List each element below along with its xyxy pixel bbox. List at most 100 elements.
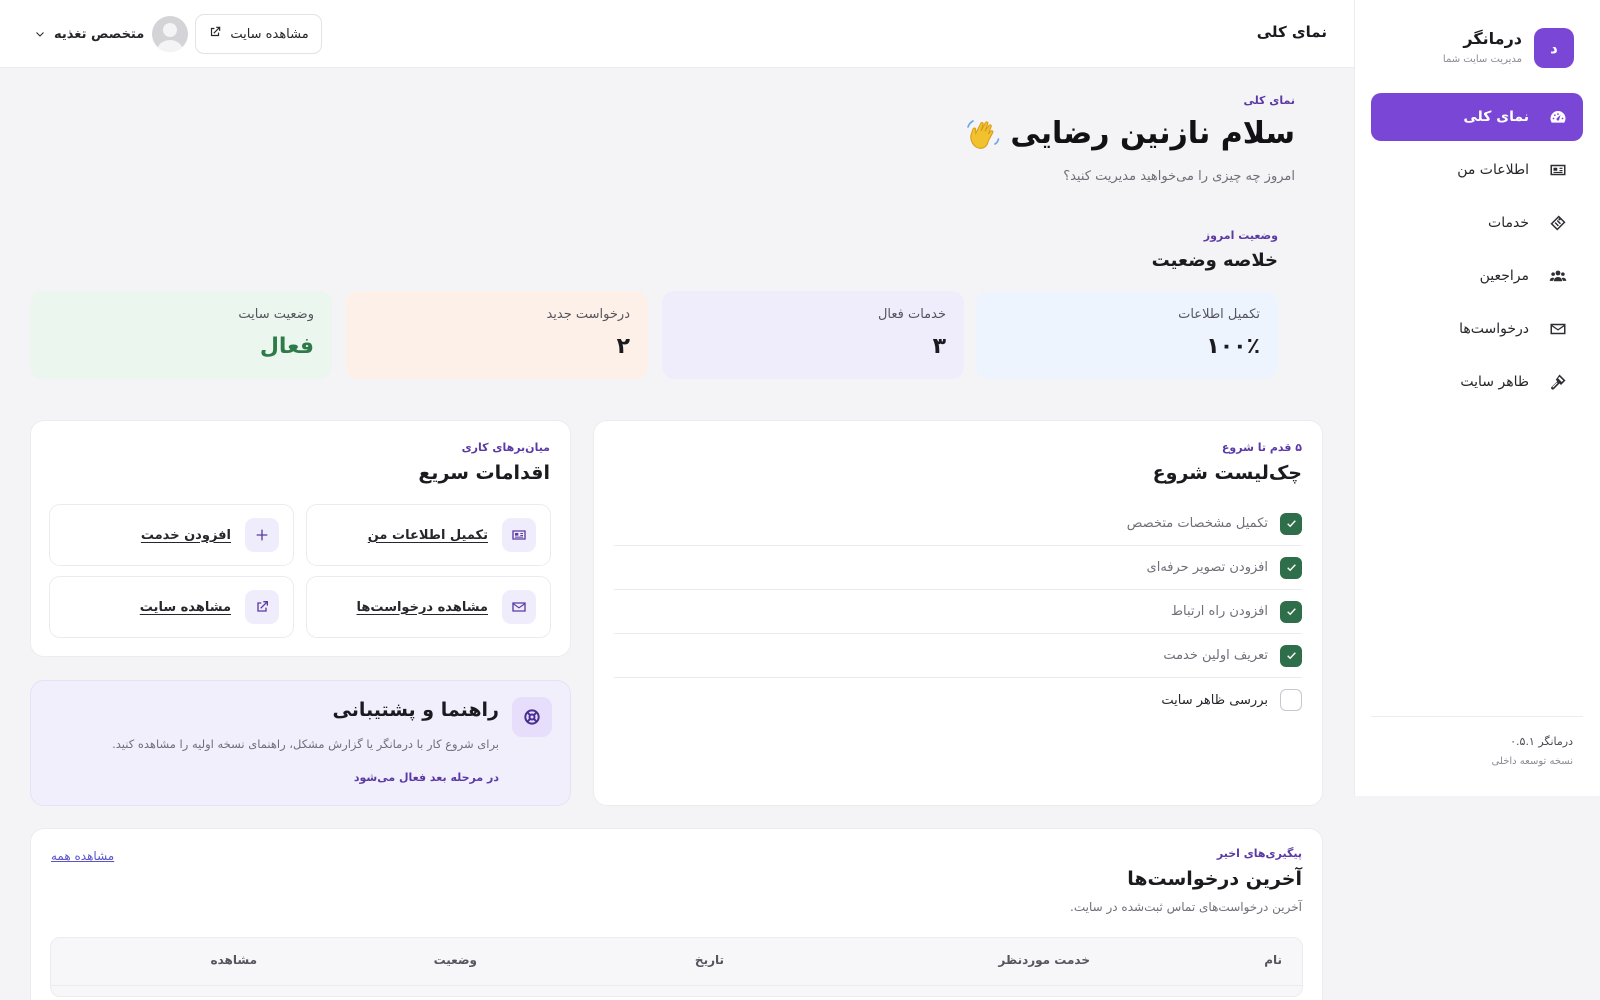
help-text: برای شروع کار با درمانگر یا گزارش مشکل، … bbox=[112, 737, 499, 751]
quick-action-add-service[interactable]: افزودن خدمت bbox=[49, 504, 294, 566]
checkbox-empty-icon[interactable] bbox=[1280, 689, 1302, 711]
checklist-item[interactable]: تعریف اولین خدمت bbox=[614, 634, 1302, 678]
stat-value: فعال bbox=[259, 334, 314, 359]
greeting-eyebrow: نمای کلی bbox=[1243, 94, 1295, 107]
sidebar-item-services[interactable]: خدمات bbox=[1371, 199, 1583, 247]
checklist-item-label: بررسی ظاهر سایت bbox=[1161, 692, 1268, 708]
sidebar-item-my-info[interactable]: اطلاعات من bbox=[1371, 146, 1583, 194]
brand-logo: د bbox=[1534, 28, 1574, 68]
envelope-icon bbox=[502, 590, 536, 624]
checklist-card: ۵ قدم تا شروع چک‌لیست شروع تکمیل مشخصات … bbox=[593, 420, 1323, 806]
sidebar-item-requests[interactable]: درخواست‌ها bbox=[1371, 305, 1583, 353]
lifebuoy-icon bbox=[512, 697, 552, 737]
checklist-eyebrow: ۵ قدم تا شروع bbox=[1221, 441, 1302, 454]
app-version: درمانگر ۰.۵.۱ bbox=[1510, 735, 1573, 748]
summary-eyebrow: وضعیت امروز bbox=[1203, 229, 1278, 242]
column-header-service[interactable]: خدمت موردنظر bbox=[998, 953, 1090, 967]
sidebar: د درمانگر مدیریت سایت شما نمای کلی اطلاع… bbox=[1354, 0, 1600, 796]
users-icon bbox=[1547, 265, 1569, 287]
stat-card-active-services: خدمات فعال ۳ bbox=[662, 291, 964, 379]
checklist-item[interactable]: افزودن راه ارتباط bbox=[614, 590, 1302, 634]
brand-name: درمانگر bbox=[1463, 29, 1522, 48]
stat-label: خدمات فعال bbox=[877, 307, 946, 322]
view-site-button[interactable]: مشاهده سایت bbox=[195, 14, 322, 54]
page-title: نمای کلی bbox=[1256, 23, 1327, 41]
user-name: متخصص تغذیه bbox=[54, 26, 145, 42]
quick-action-view-site[interactable]: مشاهده سایت bbox=[49, 576, 294, 638]
requests-eyebrow: پیگیری‌های اخیر bbox=[1216, 847, 1302, 860]
column-header-name[interactable]: نام bbox=[1264, 953, 1282, 967]
sidebar-item-appearance[interactable]: ظاهر سایت bbox=[1371, 358, 1583, 406]
greeting-title: سلام نازنین رضایی bbox=[1010, 116, 1295, 151]
brand-subtitle: مدیریت سایت شما bbox=[1442, 54, 1522, 65]
external-link-icon bbox=[245, 590, 279, 624]
checklist-title: چک‌لیست شروع bbox=[1152, 462, 1302, 484]
envelope-icon bbox=[1547, 318, 1569, 340]
external-link-icon bbox=[208, 25, 222, 43]
sidebar-item-label: اطلاعات من bbox=[1457, 162, 1529, 178]
quick-action-view-requests[interactable]: مشاهده درخواست‌ها bbox=[306, 576, 551, 638]
paint-brush-icon bbox=[1547, 371, 1569, 393]
sidebar-item-label: مراجعین bbox=[1479, 268, 1529, 284]
summary-title: خلاصه وضعیت bbox=[1151, 250, 1278, 271]
dashboard-gauge-icon bbox=[1547, 106, 1569, 128]
plus-icon bbox=[245, 518, 279, 552]
quick-action-label: افزودن خدمت bbox=[140, 527, 231, 543]
sidebar-item-label: نمای کلی bbox=[1463, 109, 1529, 125]
sidebar-item-clients[interactable]: مراجعین bbox=[1371, 252, 1583, 300]
topbar: نمای کلی مشاهده سایت متخصص تغذیه bbox=[0, 0, 1354, 68]
checklist-item[interactable]: تکمیل مشخصات متخصص bbox=[614, 502, 1302, 546]
waving-hand-icon bbox=[966, 117, 1000, 151]
checkbox-checked-icon[interactable] bbox=[1280, 644, 1302, 667]
stat-label: درخواست جدید bbox=[546, 307, 630, 322]
column-header-date[interactable]: تاریخ bbox=[694, 953, 724, 967]
brand[interactable]: د درمانگر مدیریت سایت شما bbox=[1371, 26, 1574, 72]
quick-actions-card: میان‌برهای کاری اقدامات سریع تکمیل اطلاع… bbox=[30, 420, 571, 657]
stat-card-new-requests: درخواست جدید ۲ bbox=[346, 291, 648, 379]
view-site-label: مشاهده سایت bbox=[230, 26, 309, 42]
see-all-link[interactable]: مشاهده همه bbox=[51, 849, 115, 863]
chevron-down-icon bbox=[34, 25, 46, 44]
id-card-icon bbox=[1547, 159, 1569, 181]
quick-action-complete-info[interactable]: تکمیل اطلاعات من bbox=[306, 504, 551, 566]
checklist-item[interactable]: بررسی ظاهر سایت bbox=[614, 678, 1302, 722]
requests-title: آخرین درخواست‌ها bbox=[1127, 868, 1302, 890]
checklist-item-label: تکمیل مشخصات متخصص bbox=[1126, 516, 1268, 531]
sidebar-item-label: درخواست‌ها bbox=[1459, 321, 1529, 337]
stat-label: تکمیل اطلاعات bbox=[1178, 307, 1260, 322]
stat-card-info-complete: تکمیل اطلاعات ۱۰۰٪ bbox=[976, 291, 1278, 379]
stat-card-site-status: وضعیت سایت فعال bbox=[30, 291, 332, 379]
version-note: نسخه توسعه داخلی bbox=[1491, 756, 1573, 767]
checklist-item-label: تعریف اولین خدمت bbox=[1163, 648, 1268, 663]
requests-subtitle: آخرین درخواست‌های تماس ثبت‌شده در سایت. bbox=[1070, 900, 1302, 914]
id-card-icon bbox=[502, 518, 536, 552]
user-menu[interactable]: متخصص تغذیه bbox=[34, 16, 189, 52]
checklist-item[interactable]: افزودن تصویر حرفه‌ای bbox=[614, 546, 1302, 590]
quick-action-label: مشاهده درخواست‌ها bbox=[356, 599, 488, 615]
greeting-title-row: سلام نازنین رضایی bbox=[966, 116, 1295, 151]
checklist-item-label: افزودن راه ارتباط bbox=[1171, 604, 1268, 619]
checkbox-checked-icon[interactable] bbox=[1280, 600, 1302, 623]
checkbox-checked-icon[interactable] bbox=[1280, 512, 1302, 535]
greeting-subtitle: امروز چه چیزی را می‌خواهید مدیریت کنید؟ bbox=[1063, 169, 1295, 184]
stat-value: ۱۰۰٪ bbox=[1206, 334, 1260, 359]
column-header-view[interactable]: مشاهده bbox=[210, 953, 257, 967]
recent-requests-card: پیگیری‌های اخیر آخرین درخواست‌ها آخرین د… bbox=[30, 828, 1323, 1000]
checklist-item-label: افزودن تصویر حرفه‌ای bbox=[1146, 560, 1268, 575]
quick-actions-title: اقدامات سریع bbox=[418, 462, 550, 484]
avatar bbox=[152, 16, 189, 52]
sidebar-item-label: خدمات bbox=[1488, 215, 1529, 231]
quick-action-label: مشاهده سایت bbox=[139, 599, 231, 615]
quick-action-label: تکمیل اطلاعات من bbox=[367, 527, 488, 543]
requests-table: نام خدمت موردنظر تاریخ وضعیت مشاهده bbox=[50, 937, 1303, 997]
checkbox-checked-icon[interactable] bbox=[1280, 556, 1302, 579]
checklist-items: تکمیل مشخصات متخصص افزودن تصویر حرفه‌ای … bbox=[614, 502, 1302, 722]
stat-value: ۳ bbox=[932, 334, 946, 359]
help-note: در مرحله بعد فعال می‌شود bbox=[353, 771, 499, 784]
stat-value: ۲ bbox=[616, 334, 630, 359]
column-header-status[interactable]: وضعیت bbox=[433, 953, 477, 967]
stat-label: وضعیت سایت bbox=[238, 307, 314, 322]
sidebar-item-overview[interactable]: نمای کلی bbox=[1371, 93, 1583, 141]
help-title: راهنما و پشتیبانی bbox=[332, 699, 499, 721]
sidebar-item-label: ظاهر سایت bbox=[1460, 374, 1529, 390]
